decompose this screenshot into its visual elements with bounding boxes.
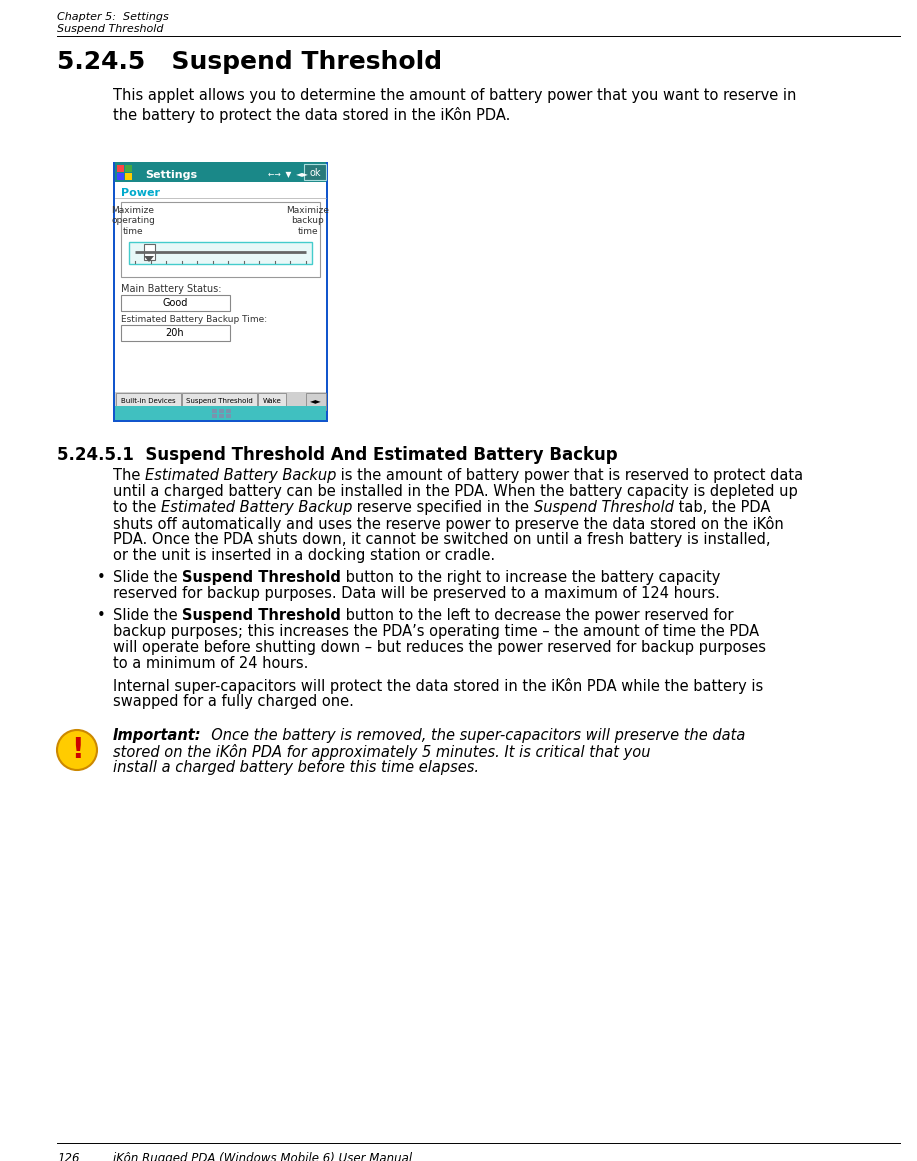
Bar [117,165,124,172]
Text: Chapter 5:  Settings: Chapter 5: Settings [57,12,169,22]
Text: tab, the PDA: tab, the PDA [674,500,770,515]
Text: or the unit is inserted in a docking station or cradle.: or the unit is inserted in a docking sta… [113,548,495,563]
Text: Good: Good [162,298,188,308]
Text: •: • [97,608,105,623]
Text: ←→  ▼  ◄►: ←→ ▼ ◄► [268,171,308,180]
Text: PDA. Once the PDA shuts down, it cannot be switched on until a fresh battery is : PDA. Once the PDA shuts down, it cannot … [113,532,770,547]
Text: reserved for backup purposes. Data will be preserved to a maximum of 124 hours.: reserved for backup purposes. Data will … [113,586,720,601]
Bar [258,394,286,410]
Bar [125,173,132,180]
Text: This applet allows you to determine the amount of battery power that you want to: This applet allows you to determine the … [113,88,796,103]
Text: The: The [113,468,145,483]
Text: 126: 126 [57,1152,80,1161]
Bar [115,163,326,182]
Text: Wake: Wake [262,398,282,404]
Bar [226,409,231,413]
Polygon shape [144,255,154,262]
Bar [125,165,132,172]
Bar [117,173,124,180]
Text: Maximize
operating
time: Maximize operating time [111,205,155,236]
Text: Slide the: Slide the [113,570,182,585]
Bar [304,164,326,180]
Bar [115,406,326,420]
Text: backup purposes; this increases the PDA’s operating time – the amount of time th: backup purposes; this increases the PDA’… [113,623,759,639]
Text: Estimated Battery Backup Time:: Estimated Battery Backup Time: [121,315,267,324]
Text: Built-in Devices: Built-in Devices [121,398,176,404]
Text: until a charged battery can be installed in the PDA. When the battery capacity i: until a charged battery can be installed… [113,484,798,499]
Text: Suspend Threshold: Suspend Threshold [182,608,341,623]
Text: button to the left to decrease the power reserved for: button to the left to decrease the power… [341,608,734,623]
Bar [121,295,230,311]
Text: Internal super-capacitors will protect the data stored in the iKôn PDA while the: Internal super-capacitors will protect t… [113,678,763,694]
Text: swapped for a fully charged one.: swapped for a fully charged one. [113,694,354,709]
Text: ok: ok [309,168,321,178]
Text: Suspend Threshold: Suspend Threshold [57,24,163,34]
Text: shuts off automatically and uses the reserve power to preserve the data stored o: shuts off automatically and uses the res… [113,515,784,532]
Bar [115,182,326,420]
Text: Settings: Settings [145,170,197,180]
Text: Estimated Battery Backup: Estimated Battery Backup [161,500,352,515]
Text: Main Battery Status:: Main Battery Status: [121,284,222,294]
Text: 5.24.5   Suspend Threshold: 5.24.5 Suspend Threshold [57,50,442,74]
Bar [212,414,217,418]
Bar [144,244,155,260]
Text: ◄►: ◄► [310,397,322,405]
Text: will operate before shutting down – but reduces the power reserved for backup pu: will operate before shutting down – but … [113,640,766,655]
Bar [129,241,312,264]
Bar [115,392,326,412]
Bar [182,394,257,410]
Bar [226,414,231,418]
Text: to the: to the [113,500,161,515]
Text: Slide the: Slide the [113,608,182,623]
Text: 5.24.5.1  Suspend Threshold And Estimated Battery Backup: 5.24.5.1 Suspend Threshold And Estimated… [57,446,618,464]
Text: Estimated Battery Backup: Estimated Battery Backup [145,468,337,483]
Text: 20h: 20h [166,329,184,338]
Text: Maximize
backup
time: Maximize backup time [286,205,329,236]
Bar [121,202,320,277]
Bar [212,409,217,413]
Text: !: ! [71,736,83,764]
Text: Suspend Threshold: Suspend Threshold [534,500,674,515]
Bar [113,163,328,421]
Text: the battery to protect the data stored in the iKôn PDA.: the battery to protect the data stored i… [113,107,511,123]
Text: stored on the iKôn PDA for approximately 5 minutes. It is critical that you: stored on the iKôn PDA for approximately… [113,744,650,760]
Text: Suspend Threshold: Suspend Threshold [182,570,341,585]
Text: Power: Power [121,188,160,199]
Text: Suspend Threshold: Suspend Threshold [186,398,253,404]
Bar [219,409,224,413]
Text: to a minimum of 24 hours.: to a minimum of 24 hours. [113,656,308,671]
Text: iKôn Rugged PDA (Windows Mobile 6) User Manual: iKôn Rugged PDA (Windows Mobile 6) User … [113,1152,412,1161]
Bar [116,394,181,410]
Bar [121,325,230,341]
Text: reserve specified in the: reserve specified in the [352,500,534,515]
Text: •: • [97,570,105,585]
Bar [306,394,326,410]
Bar [219,414,224,418]
Text: button to the right to increase the battery capacity: button to the right to increase the batt… [341,570,721,585]
Text: install a charged battery before this time elapses.: install a charged battery before this ti… [113,760,479,776]
Text: Once the battery is removed, the super-capacitors will preserve the data: Once the battery is removed, the super-c… [202,728,745,743]
Circle shape [57,730,97,770]
Text: is the amount of battery power that is reserved to protect data: is the amount of battery power that is r… [337,468,803,483]
Text: Important:: Important: [113,728,202,743]
